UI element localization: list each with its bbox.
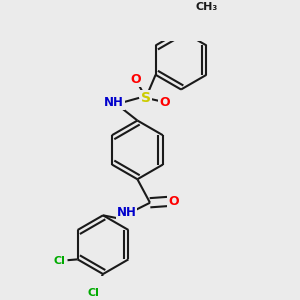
Text: S: S xyxy=(141,91,151,105)
Text: O: O xyxy=(168,195,179,208)
Text: CH₃: CH₃ xyxy=(195,2,218,12)
Text: Cl: Cl xyxy=(87,287,99,298)
Text: O: O xyxy=(130,73,141,86)
Text: NH: NH xyxy=(104,96,124,109)
Text: Cl: Cl xyxy=(53,256,65,266)
Text: NH: NH xyxy=(117,206,136,219)
Text: O: O xyxy=(159,96,169,109)
